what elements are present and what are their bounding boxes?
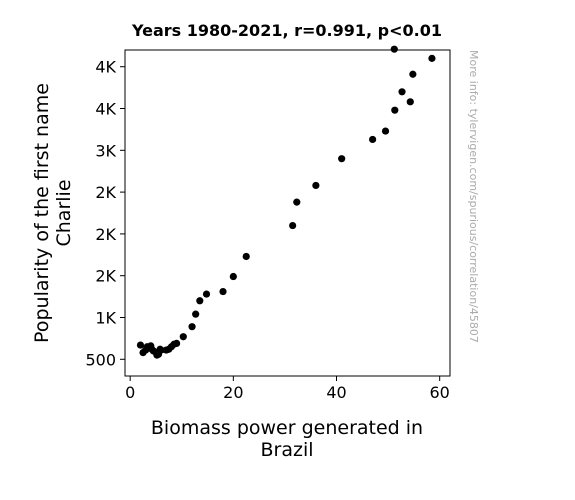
data-point: [390, 45, 398, 53]
y-tick-label: 2K: [95, 225, 116, 244]
y-tick-label: 2K: [95, 183, 116, 202]
data-point: [196, 297, 204, 305]
x-tick-label: 40: [326, 383, 346, 402]
y-tick-label: 4K: [95, 100, 116, 119]
y-tick-label: 3K: [95, 141, 116, 160]
y-tick-label: 500: [85, 350, 116, 369]
y-tick-label: 2K: [95, 267, 116, 286]
data-point: [229, 272, 237, 281]
data-point: [398, 88, 406, 96]
data-point: [428, 54, 436, 62]
data-point: [172, 339, 181, 347]
y-axis-label-line-2: Charlie: [53, 179, 75, 246]
y-axis-label-line-1: Popularity of the first name: [31, 83, 53, 343]
data-point: [293, 198, 301, 206]
x-tick-label: 60: [430, 383, 450, 402]
chart-title: Years 1980-2021, r=0.991, p<0.01: [131, 21, 442, 40]
data-point: [409, 70, 417, 78]
data-point: [391, 106, 399, 114]
x-axis-label-line-1: Biomass power generated in: [151, 417, 423, 439]
data-point: [202, 290, 211, 298]
data-point: [289, 221, 297, 230]
data-point: [157, 346, 165, 354]
data-point: [192, 310, 200, 318]
plot-frame: [124, 49, 451, 377]
y-tick-label: 1K: [95, 308, 116, 327]
watermark-text: More info: tylervigen.com/spurious/corre…: [467, 50, 480, 343]
y-tick-label: 4K: [95, 58, 116, 77]
data-point: [219, 287, 227, 296]
data-point: [406, 98, 414, 106]
data-point: [242, 252, 250, 261]
plot-area: 0 20 40 60 500 1K 2K 2K 2K 3K 4K 4K: [85, 45, 451, 402]
data-point: [136, 341, 145, 349]
x-axis-label-line-2: Brazil: [260, 439, 313, 461]
data-point: [179, 333, 187, 341]
data-point: [381, 127, 390, 135]
data-point: [312, 181, 320, 190]
data-point: [338, 155, 346, 163]
x-tick-label: 0: [125, 383, 135, 402]
x-tick-label: 20: [223, 383, 243, 402]
data-point: [369, 135, 377, 144]
data-point: [188, 323, 196, 331]
